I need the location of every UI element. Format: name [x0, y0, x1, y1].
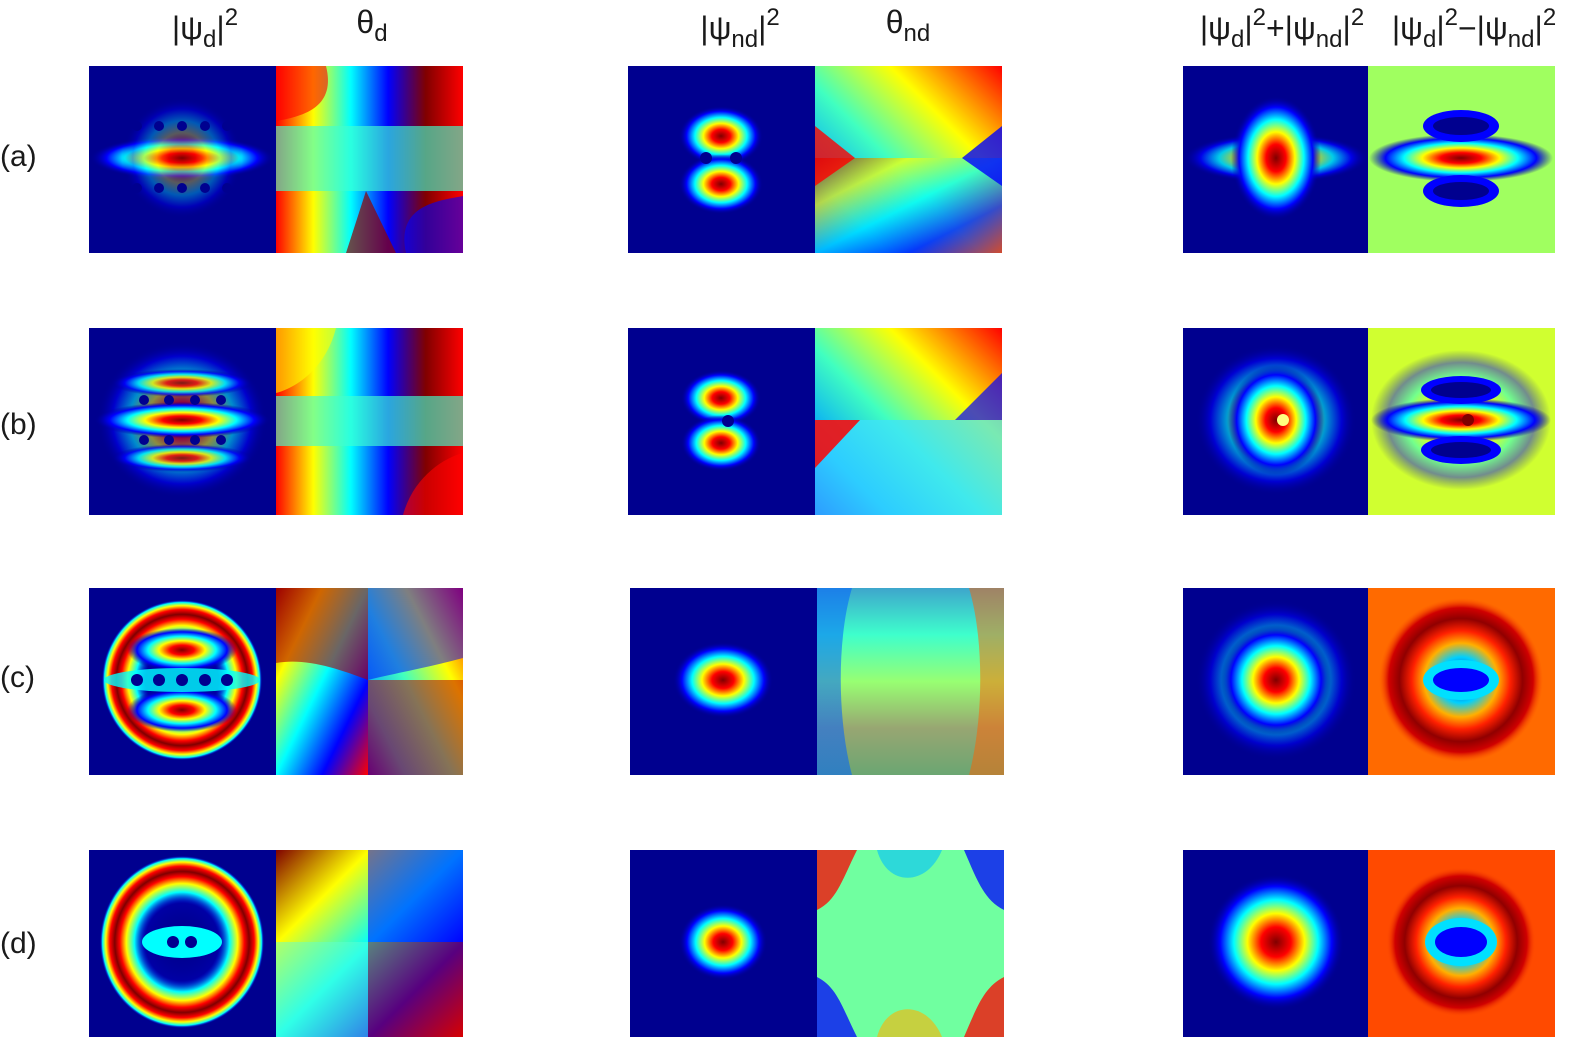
- header-density-difference: |ψd|2−|ψnd|2: [1391, 4, 1557, 53]
- panel-c-phase-d: [276, 588, 463, 775]
- panel-d-density-diff: [1368, 850, 1555, 1037]
- header-theta-d: θd: [356, 4, 388, 47]
- panel-a-density-sum: [1183, 66, 1370, 253]
- panel-b-density-d: [89, 328, 276, 515]
- header-psi-d-density: |ψd|2: [171, 4, 239, 53]
- panel-c-density-sum: [1183, 588, 1370, 775]
- panel-c-density-nd: [630, 588, 817, 775]
- panel-d-phase-nd: [817, 850, 1004, 1037]
- header-psi-nd-density: |ψnd|2: [700, 4, 780, 53]
- panel-c-density-d: [89, 588, 276, 775]
- panel-b-density-diff: [1368, 328, 1555, 515]
- panel-a-density-d: [89, 66, 276, 253]
- row-label-c: (c): [0, 661, 35, 694]
- panel-d-density-sum: [1183, 850, 1370, 1037]
- panel-d-density-d: [89, 850, 276, 1037]
- panel-c-phase-nd: [817, 588, 1004, 775]
- panel-c-density-diff: [1368, 588, 1555, 775]
- panel-a-phase-d: [276, 66, 463, 253]
- row-label-d: (d): [0, 927, 37, 960]
- panel-b-phase-d: [276, 328, 463, 515]
- panel-a-density-nd: [628, 66, 815, 253]
- row-label-a: (a): [0, 140, 37, 173]
- panel-d-density-nd: [630, 850, 817, 1037]
- panel-b-density-sum: [1183, 328, 1370, 515]
- panel-d-phase-d: [276, 850, 463, 1037]
- row-label-b: (b): [0, 408, 37, 441]
- panel-a-phase-nd: [815, 66, 1002, 253]
- panel-a-density-diff: [1368, 66, 1555, 253]
- panel-b-phase-nd: [815, 328, 1002, 515]
- header-theta-nd: θnd: [885, 4, 931, 47]
- header-density-sum: |ψd|2+|ψnd|2: [1199, 4, 1365, 53]
- panel-b-density-nd: [628, 328, 815, 515]
